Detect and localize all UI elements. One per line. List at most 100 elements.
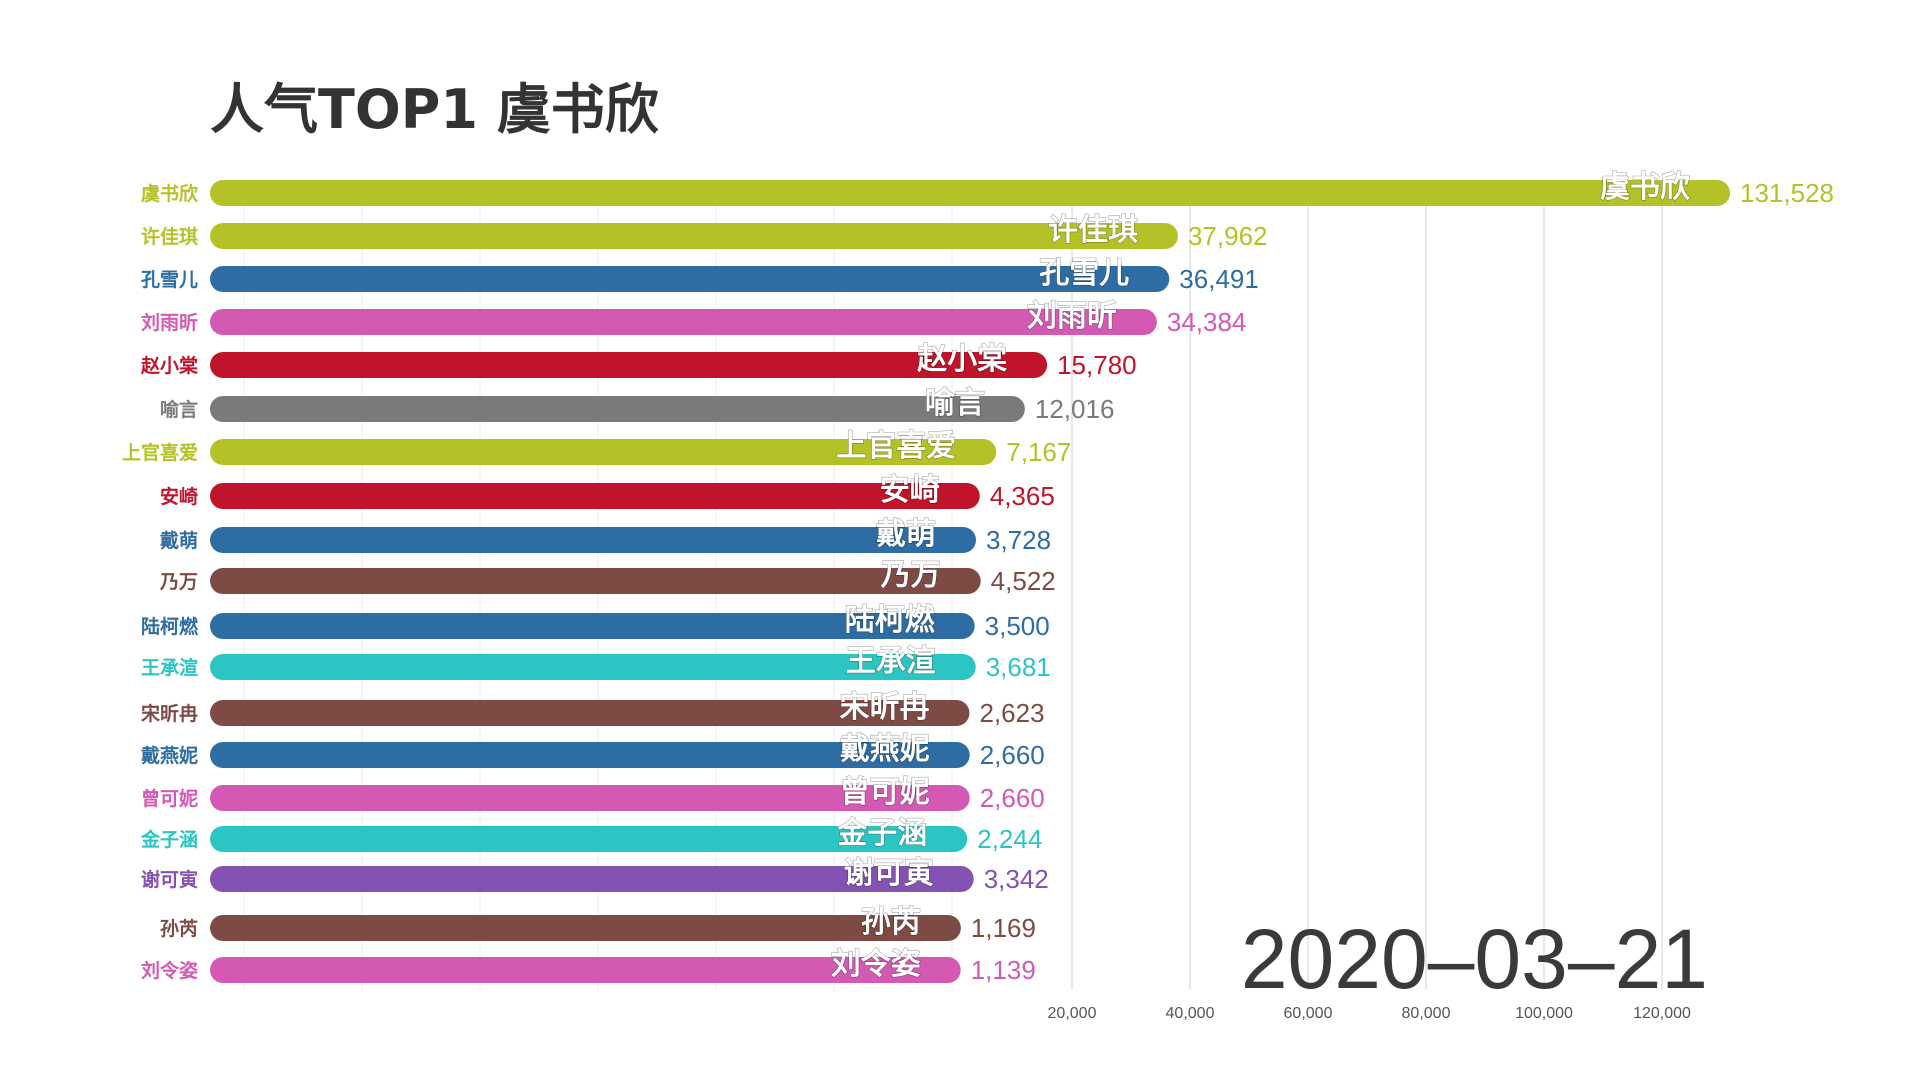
bar-inner-label: 王承渲	[846, 644, 936, 679]
bar	[210, 483, 980, 509]
category-label: 孔雪儿	[141, 269, 198, 291]
value-label: 3,681	[986, 652, 1051, 682]
category-label: 刘令姿	[141, 959, 198, 982]
value-label: 2,623	[979, 698, 1044, 728]
value-label: 2,660	[980, 740, 1045, 770]
value-label: 2,660	[980, 783, 1045, 813]
bar-inner-label: 孔雪儿	[1039, 256, 1129, 291]
bar-row: 孔雪儿 孔雪儿 36,491	[141, 255, 1259, 294]
bar-inner-label: 戴萌	[876, 517, 936, 552]
date-label: 2020–03–21	[1241, 912, 1708, 1006]
bar-row: 曾可妮 曾可妮 2,660	[141, 774, 1045, 813]
bar	[210, 223, 1178, 249]
bar-inner-label: 宋昕冉	[839, 690, 929, 725]
x-tick-label: 120,000	[1633, 1005, 1691, 1022]
x-tick-label: 100,000	[1515, 1005, 1573, 1022]
bar-row: 赵小棠 赵小棠 15,780	[140, 341, 1137, 380]
x-axis-ticks: 20,000 40,000 60,000 80,000 100,000 120,000	[1048, 1005, 1691, 1022]
bar	[210, 180, 1731, 206]
category-label: 陆柯燃	[141, 615, 199, 638]
x-tick-label: 40,000	[1166, 1005, 1215, 1022]
category-label: 上官喜爱	[122, 441, 198, 464]
value-label: 12,016	[1035, 394, 1115, 424]
bar-row: 虞书欣 虞书欣 131,528	[141, 169, 1834, 208]
category-label: 许佳琪	[141, 225, 198, 248]
chart-title: 人气TOP1 虞书欣	[210, 78, 659, 141]
x-tick-label: 80,000	[1402, 1005, 1451, 1022]
category-label: 戴萌	[160, 529, 198, 552]
bar-row: 戴萌 戴萌 3,728	[160, 516, 1051, 555]
bar-row: 谢可寅 谢可寅 3,342	[141, 855, 1049, 894]
bar-row: 乃万 乃万 4,522	[159, 557, 1056, 596]
value-label: 2,244	[977, 824, 1042, 854]
bar-inner-label: 刘令姿	[831, 947, 921, 982]
category-label: 金子涵	[140, 828, 198, 851]
bar-row: 刘雨昕 刘雨昕 34,384	[141, 298, 1247, 337]
value-label: 3,728	[986, 525, 1051, 555]
value-label: 1,169	[971, 913, 1036, 943]
value-label: 4,522	[991, 566, 1056, 596]
bar-inner-label: 虞书欣	[1600, 170, 1690, 205]
bar	[210, 352, 1048, 378]
bar	[210, 266, 1170, 292]
bar-inner-label: 金子涵	[836, 816, 927, 851]
bar-inner-label: 赵小棠	[917, 342, 1007, 377]
category-label: 谢可寅	[141, 868, 198, 891]
bar	[210, 785, 970, 811]
bar-inner-label: 刘雨昕	[1027, 299, 1117, 334]
bar	[210, 654, 976, 680]
bar-row: 刘令姿 刘令姿 1,139	[141, 946, 1036, 985]
bar	[210, 309, 1157, 335]
bar-row: 王承渲 王承渲 3,681	[141, 643, 1051, 682]
bar-row: 喻言 喻言 12,016	[160, 385, 1115, 424]
category-label: 乃万	[159, 571, 198, 593]
bar-inner-label: 乃万	[881, 558, 941, 593]
bar-inner-label: 曾可妮	[840, 775, 930, 810]
bar-inner-label: 孙芮	[861, 905, 921, 940]
value-label: 36,491	[1179, 264, 1259, 294]
bar-inner-label: 陆柯燃	[845, 603, 936, 638]
bar-inner-label: 上官喜爱	[836, 429, 956, 464]
bar-row: 上官喜爱 上官喜爱 7,167	[122, 428, 1071, 467]
value-label: 1,139	[971, 955, 1036, 985]
bar	[210, 915, 961, 941]
bar	[210, 826, 968, 852]
bar-row: 戴燕妮 戴燕妮 2,660	[141, 731, 1045, 770]
x-tick-label: 20,000	[1048, 1005, 1097, 1022]
bar-row: 安崎 安崎 4,365	[160, 472, 1055, 511]
bar	[210, 700, 970, 726]
value-label: 3,500	[985, 611, 1050, 641]
value-label: 37,962	[1188, 221, 1268, 251]
bar	[210, 396, 1025, 422]
bar	[210, 439, 997, 465]
bar	[210, 957, 961, 983]
bars-layer: 虞书欣 虞书欣 131,528 许佳琪 许佳琪 37,962 孔雪儿 孔雪儿 36,491 刘雨昕…	[122, 169, 1834, 985]
category-label: 王承渲	[141, 656, 198, 679]
value-label: 15,780	[1057, 350, 1137, 380]
x-tick-label: 60,000	[1284, 1005, 1333, 1022]
category-label: 喻言	[160, 398, 198, 421]
bar	[210, 613, 975, 639]
category-label: 曾可妮	[141, 787, 198, 810]
category-label: 赵小棠	[140, 354, 199, 377]
category-label: 戴燕妮	[141, 744, 198, 767]
category-label: 安崎	[160, 485, 198, 508]
bar	[210, 866, 974, 892]
category-label: 虞书欣	[141, 182, 199, 205]
value-label: 3,342	[984, 864, 1049, 894]
value-label: 7,167	[1006, 437, 1071, 467]
value-label: 4,365	[990, 481, 1055, 511]
bar-row: 金子涵 金子涵 2,244	[140, 815, 1042, 854]
category-label: 孙芮	[160, 917, 198, 940]
bar-row: 许佳琪 许佳琪 37,962	[141, 212, 1268, 251]
bar	[210, 527, 976, 553]
bar	[210, 568, 981, 594]
bar-row: 宋昕冉 宋昕冉 2,623	[140, 689, 1045, 728]
bar-row: 孙芮 孙芮 1,169	[160, 904, 1036, 943]
bar-inner-label: 安崎	[880, 473, 940, 508]
bar	[210, 742, 970, 768]
value-label: 34,384	[1167, 307, 1247, 337]
bar-inner-label: 许佳琪	[1048, 213, 1138, 248]
category-label: 宋昕冉	[140, 702, 198, 725]
